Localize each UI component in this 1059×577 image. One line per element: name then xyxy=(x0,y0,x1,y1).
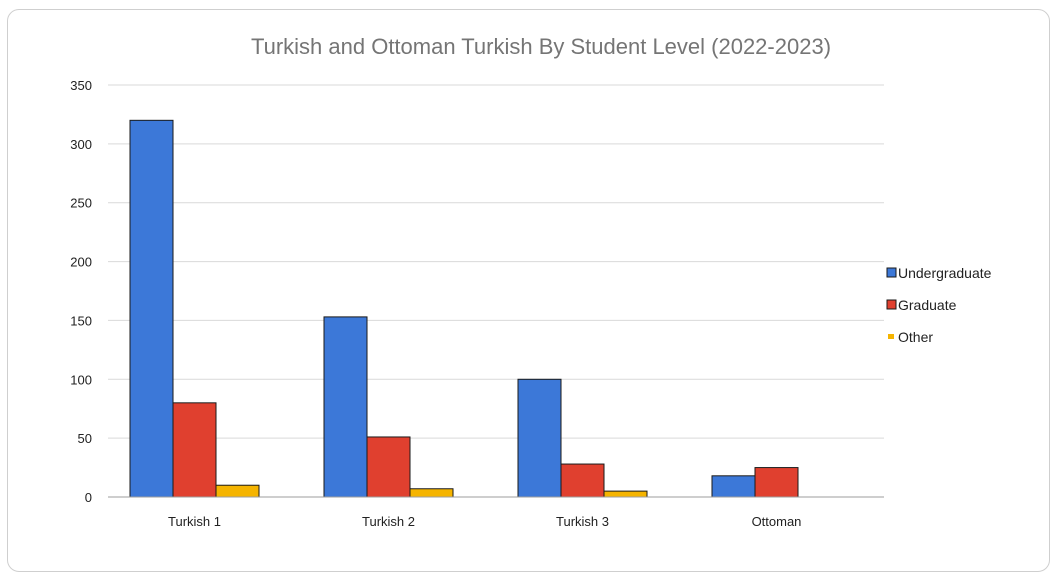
y-tick-label: 150 xyxy=(70,313,92,328)
bar-other-turkish-1 xyxy=(216,485,259,497)
x-tick-label: Turkish 3 xyxy=(556,514,609,529)
chart-title: Turkish and Ottoman Turkish By Student L… xyxy=(251,34,831,59)
legend-label-other: Other xyxy=(898,329,933,345)
y-tick-label: 50 xyxy=(78,431,92,446)
legend-label-undergraduate: Undergraduate xyxy=(898,265,992,281)
bar-undergraduate-ottoman xyxy=(712,476,755,497)
bar-undergraduate-turkish-3 xyxy=(518,379,561,497)
bar-other-turkish-3 xyxy=(604,491,647,497)
bar-graduate-ottoman xyxy=(755,468,798,497)
bar-undergraduate-turkish-1 xyxy=(130,120,173,497)
y-tick-label: 300 xyxy=(70,137,92,152)
legend-swatch-undergraduate xyxy=(887,268,896,277)
x-tick-label: Turkish 2 xyxy=(362,514,415,529)
bars-layer xyxy=(130,120,798,497)
y-tick-label: 0 xyxy=(85,490,92,505)
bar-graduate-turkish-2 xyxy=(367,437,410,497)
x-tick-label: Turkish 1 xyxy=(168,514,221,529)
y-tick-label: 350 xyxy=(70,78,92,93)
y-tick-label: 200 xyxy=(70,255,92,270)
x-tick-label: Ottoman xyxy=(752,514,802,529)
bar-undergraduate-turkish-2 xyxy=(324,317,367,497)
legend-swatch-other xyxy=(888,334,894,339)
grid-layer xyxy=(108,85,884,438)
bar-other-turkish-2 xyxy=(410,489,453,497)
legend: Undergraduate Graduate Other xyxy=(887,265,992,345)
y-tick-label: 100 xyxy=(70,372,92,387)
bar-graduate-turkish-3 xyxy=(561,464,604,497)
bar-graduate-turkish-1 xyxy=(173,403,216,497)
legend-swatch-graduate xyxy=(887,300,896,309)
legend-label-graduate: Graduate xyxy=(898,297,957,313)
y-tick-label: 250 xyxy=(70,196,92,211)
